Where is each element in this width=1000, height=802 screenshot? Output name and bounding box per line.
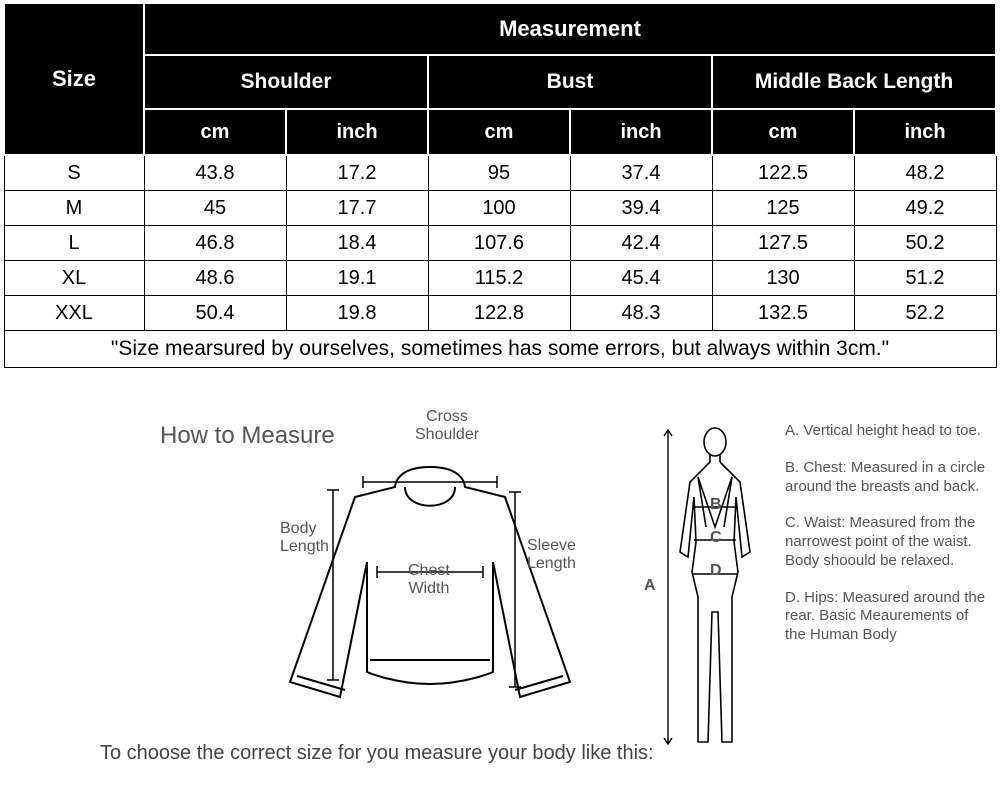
cell-size: S [4,155,144,191]
table-note: "Size mearsured by ourselves, sometimes … [4,331,996,368]
definition-a: A. Vertical height head to toe. [785,422,990,441]
cell: 132.5 [712,296,854,331]
header-unit: inch [286,109,428,155]
cell-size: L [4,226,144,261]
header-unit: cm [428,109,570,155]
table-row: XL 48.6 19.1 115.2 45.4 130 51.2 [4,261,996,296]
header-size: Size [4,3,144,155]
cell: 100 [428,191,570,226]
cell: 39.4 [570,191,712,226]
table-note-row: "Size mearsured by ourselves, sometimes … [4,331,996,368]
cell-size: M [4,191,144,226]
cell: 50.2 [854,226,996,261]
table-row: M 45 17.7 100 39.4 125 49.2 [4,191,996,226]
cell: 17.2 [286,155,428,191]
cell: 125 [712,191,854,226]
measurement-definitions: A. Vertical height head to toe. B. Chest… [785,422,990,782]
cell: 45.4 [570,261,712,296]
header-shoulder: Shoulder [144,55,428,109]
cell: 46.8 [144,226,286,261]
cell: 51.2 [854,261,996,296]
figure-letter-b: B [710,496,722,514]
cell: 127.5 [712,226,854,261]
size-chart-table: Size Measurement Shoulder Bust Middle Ba… [3,2,997,368]
label-body-length: Body Length [280,520,329,555]
cell: 42.4 [570,226,712,261]
header-unit: inch [854,109,996,155]
header-unit: cm [144,109,286,155]
cell: 115.2 [428,261,570,296]
cell: 50.4 [144,296,286,331]
cell: 52.2 [854,296,996,331]
table-header-row-2: Shoulder Bust Middle Back Length [4,55,996,109]
table-header-row-1: Size Measurement [4,3,996,55]
cell: 19.1 [286,261,428,296]
body-figure-icon [660,422,770,752]
label-chest-width: Chest Width [408,562,450,597]
cell-size: XL [4,261,144,296]
table-row: S 43.8 17.2 95 37.4 122.5 48.2 [4,155,996,191]
how-to-measure-section: How to Measure [0,402,1000,802]
figure-letter-c: C [710,529,722,547]
cell: 18.4 [286,226,428,261]
header-bust: Bust [428,55,712,109]
cell: 107.6 [428,226,570,261]
cell: 122.5 [712,155,854,191]
definition-b: B. Chest: Measured in a circle around th… [785,459,990,497]
cell: 48.6 [144,261,286,296]
cell: 37.4 [570,155,712,191]
label-sleeve-length: Sleeve Length [527,537,576,572]
table-header-row-3: cm inch cm inch cm inch [4,109,996,155]
cell: 17.7 [286,191,428,226]
figure-letter-d: D [710,562,722,580]
cell: 122.8 [428,296,570,331]
definition-c: C. Waist: Measured from the narrowest po… [785,514,990,570]
header-middle-back: Middle Back Length [712,55,996,109]
definition-d: D. Hips: Measured around the rear. Basic… [785,589,990,645]
cell: 95 [428,155,570,191]
label-cross-shoulder: Cross Shoulder [415,408,479,443]
cell-size: XXL [4,296,144,331]
cell: 43.8 [144,155,286,191]
cell: 130 [712,261,854,296]
how-to-measure-footer: To choose the correct size for you measu… [100,742,654,765]
header-unit: inch [570,109,712,155]
figure-letter-a: A [644,577,656,595]
table-row: XXL 50.4 19.8 122.8 48.3 132.5 52.2 [4,296,996,331]
cell: 45 [144,191,286,226]
cell: 49.2 [854,191,996,226]
header-unit: cm [712,109,854,155]
table-row: L 46.8 18.4 107.6 42.4 127.5 50.2 [4,226,996,261]
cell: 48.3 [570,296,712,331]
header-measurement: Measurement [144,3,996,55]
cell: 48.2 [854,155,996,191]
cell: 19.8 [286,296,428,331]
